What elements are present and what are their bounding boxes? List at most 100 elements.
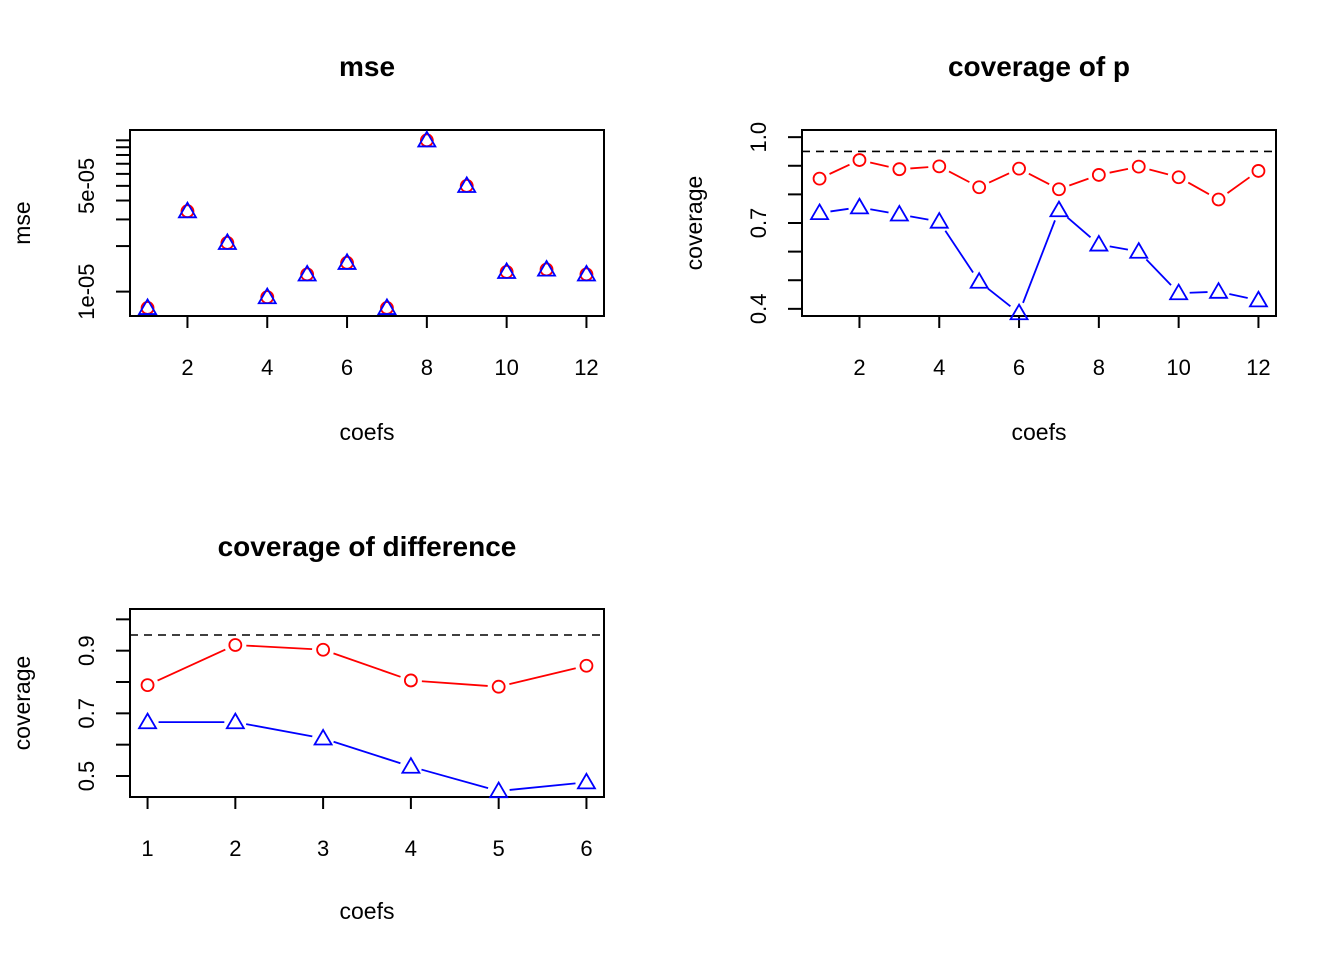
- x-axis-label: coefs: [1012, 419, 1067, 445]
- series-red-circle-point: [812, 171, 827, 186]
- series-red-circle-segment: [1109, 167, 1129, 174]
- series-blue-triangle-segment: [1145, 258, 1172, 286]
- series-red-circle-point: [972, 180, 987, 195]
- series-red-circle-segment: [333, 652, 401, 678]
- series-blue-triangle-point: [416, 130, 437, 148]
- x-tick-label: 12: [574, 355, 598, 380]
- series-blue-triangle-point: [456, 175, 477, 193]
- series-blue-triangle-segment: [333, 740, 401, 765]
- series-blue-triangle-segment: [1189, 291, 1208, 294]
- series-blue-triangle-segment: [1066, 216, 1092, 238]
- series-red-circle-point: [491, 679, 506, 694]
- series-blue-triangle-point: [137, 711, 158, 730]
- series-blue-triangle-point: [496, 261, 517, 279]
- series-blue-triangle-segment: [245, 723, 313, 738]
- y-tick-label: 0.5: [74, 761, 99, 792]
- series-blue-triangle-point: [889, 204, 910, 222]
- series-blue-triangle-segment: [1229, 293, 1248, 299]
- series-blue-triangle-point: [1128, 241, 1149, 259]
- series-red-circle-point: [852, 153, 867, 167]
- series-red-circle-segment: [246, 644, 313, 651]
- x-tick-label: 4: [933, 355, 945, 380]
- x-tick-label: 10: [494, 355, 518, 380]
- y-tick-label: 5e-05: [74, 158, 99, 214]
- series-red-circle-segment: [1069, 177, 1089, 187]
- series-red-circle-segment: [1187, 181, 1210, 195]
- x-tick-label: 5: [493, 836, 505, 861]
- series-red-circle-point: [228, 638, 243, 652]
- x-tick-label: 12: [1246, 355, 1270, 380]
- series-blue-triangle-point: [1208, 281, 1229, 299]
- y-tick-label: 0.4: [746, 294, 771, 325]
- series-blue-triangle-segment: [944, 230, 974, 273]
- y-tick-label: 1e-05: [74, 263, 99, 319]
- series-red-circle-segment: [157, 648, 226, 682]
- y-tick-label: 1.0: [746, 122, 771, 153]
- x-tick-label: 8: [421, 355, 433, 380]
- series-red-circle-point: [1131, 159, 1146, 174]
- x-tick-label: 4: [261, 355, 273, 380]
- x-axis-label: coefs: [340, 419, 395, 445]
- series-blue-triangle-point: [336, 252, 358, 270]
- series-blue-triangle-point: [1048, 199, 1070, 218]
- x-tick-label: 6: [580, 836, 592, 861]
- series-blue-triangle-point: [929, 211, 950, 229]
- x-tick-label: 2: [181, 355, 193, 380]
- series-blue-triangle-segment: [1109, 245, 1129, 251]
- y-tick-label: 0.7: [746, 208, 771, 239]
- series-blue-triangle-point: [177, 200, 198, 219]
- series-blue-triangle-point: [1248, 289, 1269, 308]
- series-blue-triangle-point: [849, 196, 870, 215]
- panel-mse: mse 2 4 6 8 10 12 1e-05 5e-05 coefs mse: [9, 51, 605, 445]
- y-axis-label: coverage: [681, 176, 707, 271]
- series-blue-triangle-segment: [870, 208, 889, 214]
- series-red-circle-point: [1171, 170, 1186, 185]
- series-blue-triangle-point: [536, 259, 557, 277]
- plot-frame: [129, 129, 605, 317]
- series-blue-triangle-point: [809, 202, 830, 221]
- series-blue-triangle-point: [576, 264, 597, 282]
- series-blue-triangle-point: [400, 756, 421, 774]
- panel-coverage-of-difference: coverage of difference 1 2 3 4 5 6 0.5 0.7 0.9 coe…: [9, 531, 605, 924]
- series-red-circle-segment: [910, 166, 929, 170]
- series-red-circle-point: [1012, 161, 1026, 176]
- x-tick-label: 6: [341, 355, 353, 380]
- panel-coverage-of-p: coverage of p 2 4 6 8 10 12 0.4 0.7 1.0 coefs cover…: [681, 51, 1277, 445]
- chart-title: mse: [339, 51, 395, 82]
- series-blue-triangle-point: [225, 711, 246, 730]
- x-tick-label: 6: [1013, 355, 1025, 380]
- x-tick-label: 4: [405, 836, 417, 861]
- series-red-circle-point: [892, 162, 907, 177]
- series-blue-triangle-segment: [509, 782, 576, 791]
- series-blue-triangle-point: [488, 780, 509, 799]
- series-red-circle-point: [140, 678, 155, 693]
- series-blue-triangle-point: [1168, 282, 1189, 301]
- series-blue-triangle-point: [313, 728, 334, 746]
- plot-frame: [129, 608, 605, 798]
- series-blue-triangle-segment: [1022, 220, 1056, 304]
- y-axis-label: coverage: [9, 656, 35, 751]
- series-red-circle-point: [316, 642, 331, 657]
- series-red-circle-segment: [1226, 176, 1251, 194]
- series-red-circle-segment: [509, 667, 576, 686]
- series-blue-triangle-point: [217, 232, 238, 250]
- series-blue-triangle-segment: [987, 287, 1011, 308]
- x-tick-label: 3: [317, 836, 329, 861]
- series-red-circle-segment: [1149, 168, 1169, 176]
- x-tick-label: 10: [1166, 355, 1190, 380]
- plot-frame: [801, 129, 1277, 317]
- series-red-circle-segment: [829, 163, 850, 175]
- series-red-circle-segment: [869, 161, 889, 168]
- series-blue-triangle-point: [1008, 302, 1030, 321]
- x-tick-label: 2: [853, 355, 865, 380]
- series-red-circle-point: [403, 673, 418, 688]
- series-blue-triangle-point: [969, 271, 990, 289]
- series-blue-triangle-point: [1088, 234, 1109, 252]
- chart-title: coverage of p: [948, 51, 1130, 82]
- series-red-circle-point: [1052, 182, 1066, 197]
- series-blue-triangle-point: [137, 297, 158, 315]
- series-blue-triangle-point: [376, 297, 398, 315]
- series-red-circle-segment: [948, 170, 970, 183]
- x-axis-label: coefs: [340, 898, 395, 924]
